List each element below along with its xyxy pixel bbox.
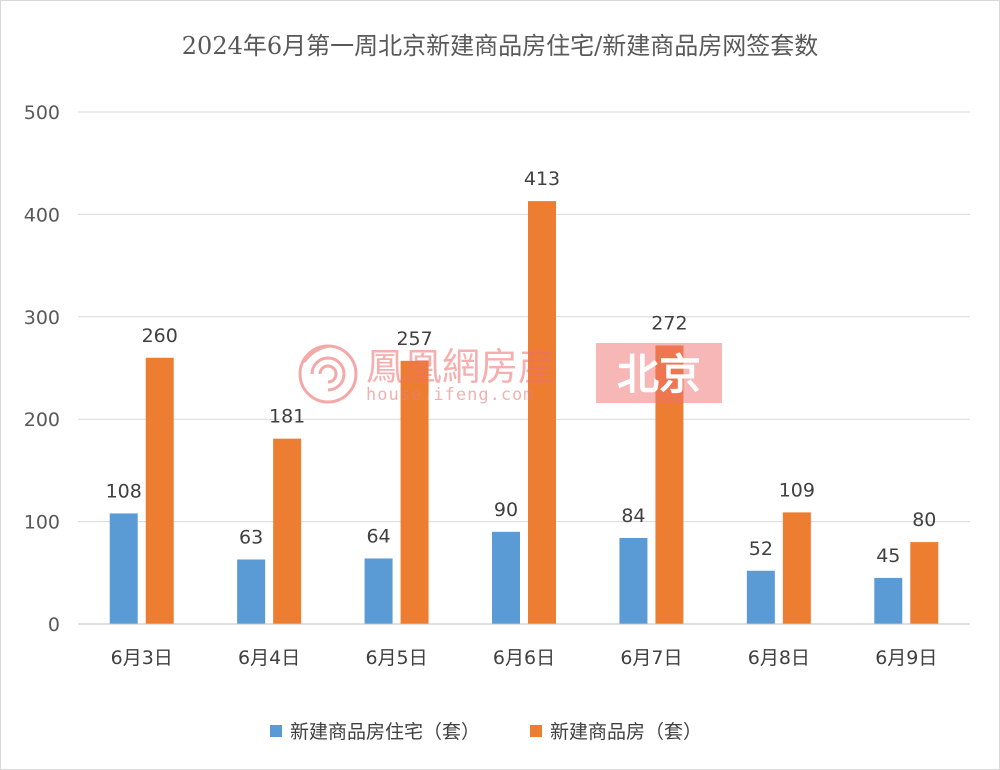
data-label: 272	[651, 312, 687, 334]
x-tick-label: 6月6日	[493, 647, 555, 669]
phoenix-swirl-logo	[298, 344, 358, 404]
legend-swatch	[530, 725, 542, 737]
y-axis-ticks: 0 100 200 300 400 500	[24, 102, 60, 636]
watermark-url: house.ifeng.com	[366, 385, 535, 405]
data-label: 108	[106, 480, 142, 502]
bar	[109, 513, 138, 624]
bar	[619, 537, 648, 624]
bar	[237, 559, 266, 624]
y-tick-label: 200	[24, 409, 60, 431]
x-tick-label: 6月8日	[748, 647, 810, 669]
data-label: 64	[366, 525, 390, 547]
y-tick-label: 500	[24, 102, 60, 124]
bar	[874, 577, 903, 624]
bar	[782, 512, 811, 624]
y-tick-label: 400	[24, 204, 60, 226]
y-tick-label: 300	[24, 307, 60, 329]
data-label: 181	[269, 406, 305, 428]
bar	[528, 201, 556, 624]
data-label: 257	[396, 328, 432, 350]
data-label: 413	[524, 168, 560, 190]
watermark-city-badge	[596, 343, 722, 403]
legend-label: 新建商品房（套）	[550, 721, 702, 743]
bar	[910, 542, 939, 624]
x-tick-label: 6月4日	[238, 647, 300, 669]
watermark: 鳳凰網房産 house.ifeng.com 北京	[298, 343, 722, 405]
bar	[400, 360, 429, 624]
y-tick-label: 100	[24, 512, 60, 534]
x-axis-ticks: 6月3日 6月4日 6月5日 6月6日 6月7日 6月8日 6月9日	[111, 647, 938, 669]
data-label: 109	[779, 479, 815, 501]
bar	[273, 438, 302, 624]
data-label: 63	[239, 526, 263, 548]
bar	[364, 558, 393, 624]
data-labels: 108 260 63 181 64 257 90 413 84 272 52 109 45 80	[106, 168, 937, 567]
watermark-city: 北京	[617, 350, 701, 399]
legend-label: 新建商品房住宅（套）	[290, 721, 480, 743]
legend: 新建商品房住宅（套） 新建商品房（套）	[270, 721, 702, 743]
bar	[746, 570, 775, 624]
bars	[109, 201, 939, 624]
data-label: 84	[621, 505, 645, 527]
y-tick-label: 0	[48, 614, 60, 636]
data-label: 52	[749, 538, 773, 560]
chart-title: 2024年6月第一周北京新建商品房住宅/新建商品房网签套数	[182, 32, 818, 60]
data-label: 45	[876, 545, 900, 567]
x-tick-label: 6月5日	[365, 647, 427, 669]
bar	[145, 357, 174, 624]
x-tick-label: 6月3日	[111, 647, 173, 669]
data-label: 90	[494, 499, 518, 521]
data-label: 260	[142, 325, 178, 347]
gridlines	[78, 111, 970, 523]
x-tick-label: 6月9日	[875, 647, 937, 669]
watermark-brand: 鳳凰網房産	[366, 345, 556, 389]
bar	[492, 531, 520, 624]
x-tick-label: 6月7日	[620, 647, 682, 669]
data-label: 80	[912, 509, 936, 531]
legend-swatch	[270, 725, 282, 737]
